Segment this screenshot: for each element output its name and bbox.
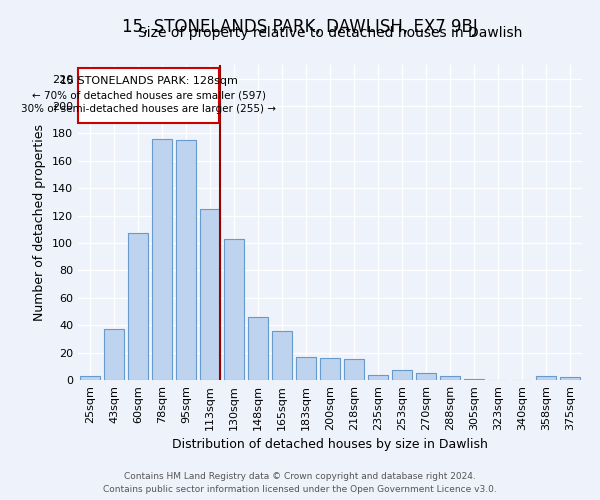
Bar: [152, 139, 172, 380]
Bar: [368, 374, 388, 380]
Bar: [536, 376, 556, 380]
Bar: [224, 239, 244, 380]
Bar: [272, 330, 292, 380]
Bar: [248, 317, 268, 380]
Bar: [344, 360, 364, 380]
Text: Contains HM Land Registry data © Crown copyright and database right 2024.
Contai: Contains HM Land Registry data © Crown c…: [103, 472, 497, 494]
Text: 30% of semi-detached houses are larger (255) →: 30% of semi-detached houses are larger (…: [22, 104, 277, 114]
Bar: [176, 140, 196, 380]
Text: 15, STONELANDS PARK, DAWLISH, EX7 9BJ: 15, STONELANDS PARK, DAWLISH, EX7 9BJ: [122, 18, 478, 36]
Bar: [296, 356, 316, 380]
Bar: [416, 373, 436, 380]
Bar: [80, 376, 100, 380]
Bar: [464, 378, 484, 380]
Text: ← 70% of detached houses are smaller (597): ← 70% of detached houses are smaller (59…: [32, 90, 266, 100]
Bar: [560, 378, 580, 380]
Bar: [200, 209, 220, 380]
Bar: [128, 234, 148, 380]
Text: 15 STONELANDS PARK: 128sqm: 15 STONELANDS PARK: 128sqm: [60, 76, 238, 86]
Bar: [440, 376, 460, 380]
Bar: [320, 358, 340, 380]
X-axis label: Distribution of detached houses by size in Dawlish: Distribution of detached houses by size …: [172, 438, 488, 452]
Y-axis label: Number of detached properties: Number of detached properties: [34, 124, 46, 321]
Bar: [392, 370, 412, 380]
FancyBboxPatch shape: [79, 68, 219, 122]
Bar: [104, 330, 124, 380]
Title: Size of property relative to detached houses in Dawlish: Size of property relative to detached ho…: [138, 26, 522, 40]
